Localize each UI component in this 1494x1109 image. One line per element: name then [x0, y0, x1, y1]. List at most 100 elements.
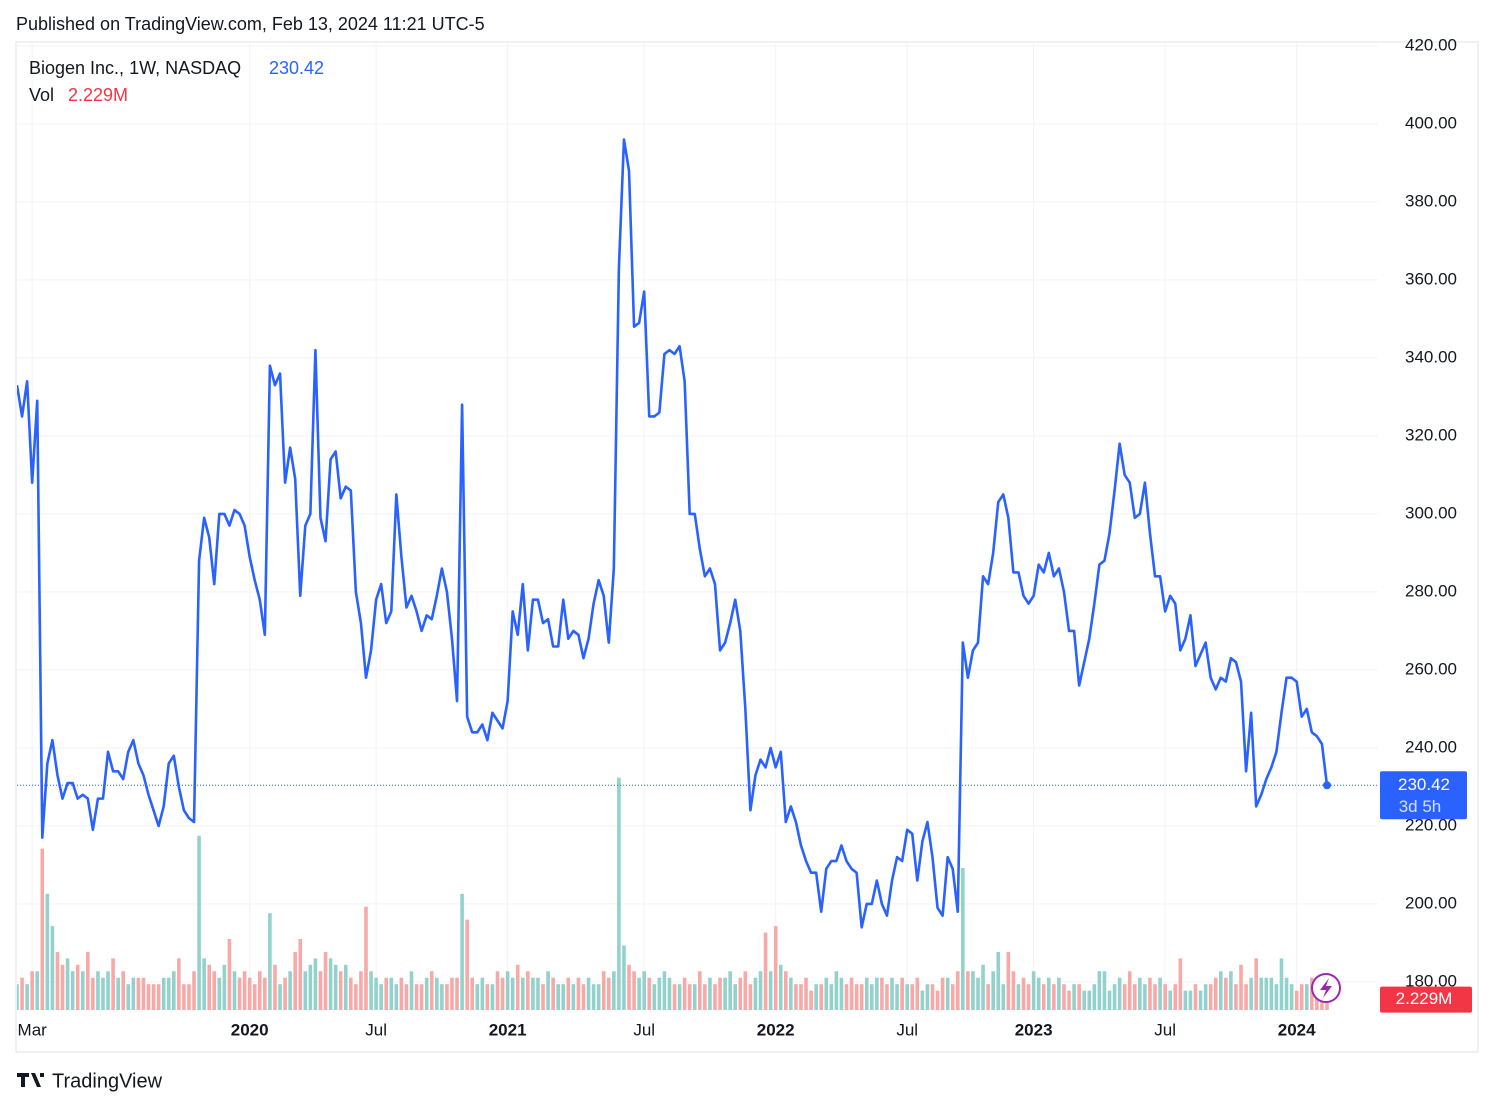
volume-bar: [86, 951, 90, 1010]
volume-bar: [30, 971, 34, 1010]
volume-bar: [338, 971, 343, 1010]
volume-bar: [465, 919, 469, 1010]
volume-bar: [571, 984, 576, 1010]
volume-bar: [177, 958, 181, 1010]
volume-bar: [900, 977, 904, 1010]
volume-bar: [1138, 977, 1142, 1010]
axes: 180.00 200.00 220.00 240.00 260.00 280.00 300.…: [18, 35, 1472, 1039]
volume-bar: [520, 977, 525, 1010]
volume-bar: [733, 984, 738, 1010]
volume-bar: [480, 977, 485, 1010]
volume-bar: [1244, 984, 1248, 1010]
volume-bar: [728, 971, 732, 1010]
volume-bar: [1193, 984, 1198, 1010]
volume-bar: [197, 835, 201, 1010]
volume-bar: [343, 964, 348, 1010]
volume-bar: [950, 984, 955, 1010]
volume-bar: [349, 977, 353, 1010]
volume-bar: [875, 977, 879, 1010]
volume-bar: [1112, 984, 1117, 1010]
volume-bar: [1062, 984, 1066, 1010]
volume-bar: [283, 977, 287, 1010]
volume-bar: [318, 971, 323, 1010]
volume-bar: [778, 964, 783, 1010]
volume-bar: [187, 984, 191, 1010]
volume-bar: [45, 893, 50, 1010]
volume-bar: [601, 971, 606, 1010]
volume-bar: [268, 913, 272, 1010]
volume-bar: [288, 971, 292, 1010]
volume-bar: [617, 777, 621, 1010]
volume-bar: [804, 977, 808, 1010]
volume-bar: [131, 977, 136, 1010]
volume-bar: [1234, 984, 1238, 1010]
y-tick-label: 180.00: [1405, 971, 1457, 990]
volume-bar: [161, 977, 166, 1010]
volume-bar: [566, 977, 571, 1010]
volume-bar: [1158, 977, 1162, 1010]
volume-bar: [541, 984, 545, 1010]
volume-bar: [819, 984, 824, 1010]
x-tick-label: 2020: [231, 1020, 269, 1039]
volume-bar: [768, 971, 773, 1010]
volume-bar: [753, 977, 758, 1010]
volume-bar: [586, 977, 591, 1010]
volume-bar: [389, 977, 394, 1010]
volume-bar: [475, 984, 480, 1010]
volume-bar: [429, 971, 434, 1010]
volume-bar: [424, 977, 429, 1010]
volume-bar: [217, 977, 222, 1010]
volume-bar: [1041, 984, 1046, 1010]
volume-bar: [1284, 977, 1289, 1010]
price-badge: [1380, 771, 1467, 820]
volume-bar: [955, 971, 960, 1010]
volume-bar: [945, 977, 950, 1010]
legend-volume-value: 2.229M: [68, 85, 128, 105]
volume-bar: [1198, 990, 1203, 1010]
volume-bar: [364, 906, 368, 1010]
volume-bar: [1218, 971, 1223, 1010]
volume-bar: [333, 964, 338, 1010]
volume-bar: [1021, 977, 1026, 1010]
volume-bar: [1279, 958, 1284, 1010]
volume-bar: [440, 984, 444, 1010]
volume-bar: [1057, 977, 1061, 1010]
x-tick-label: Jul: [896, 1020, 918, 1039]
volume-bar: [839, 977, 844, 1010]
price-line: [17, 138, 1329, 929]
volume-bar: [151, 984, 156, 1010]
volume-bar: [404, 984, 409, 1010]
volume-bar: [505, 971, 510, 1010]
volume-bar: [374, 977, 378, 1010]
volume-bar: [116, 977, 120, 1010]
volume-bar: [323, 951, 328, 1010]
last-price-dot: [1323, 781, 1331, 790]
volume-bar: [394, 984, 399, 1010]
replay-icon[interactable]: [1311, 973, 1341, 1003]
volume-bar: [1036, 977, 1041, 1010]
volume-bar: [1229, 971, 1233, 1010]
volume-bar: [682, 977, 687, 1010]
volume-bar: [1011, 971, 1016, 1010]
volume-bar: [844, 984, 849, 1010]
volume-bar: [419, 984, 424, 1010]
volume-bar: [606, 977, 611, 1010]
volume-bar: [784, 971, 788, 1010]
volume-bar: [920, 990, 925, 1010]
volume-badge-value: 2.229M: [1396, 989, 1453, 1008]
volume-bar: [647, 977, 652, 1010]
y-tick-label: 380.00: [1405, 191, 1457, 210]
volume-bar: [1213, 977, 1218, 1010]
volume-bar: [536, 977, 540, 1010]
volume-bar: [106, 971, 110, 1010]
x-tick-label: 2024: [1278, 1020, 1316, 1039]
volume-bar: [930, 984, 935, 1010]
volume-bar: [1082, 990, 1087, 1010]
volume-bar: [1239, 964, 1243, 1010]
volume-bar: [854, 984, 859, 1010]
volume-bar: [101, 977, 105, 1010]
volume-bar: [814, 984, 818, 1010]
volume-bar: [470, 977, 475, 1010]
volume-bar: [824, 977, 829, 1010]
volume-bar: [657, 977, 662, 1010]
